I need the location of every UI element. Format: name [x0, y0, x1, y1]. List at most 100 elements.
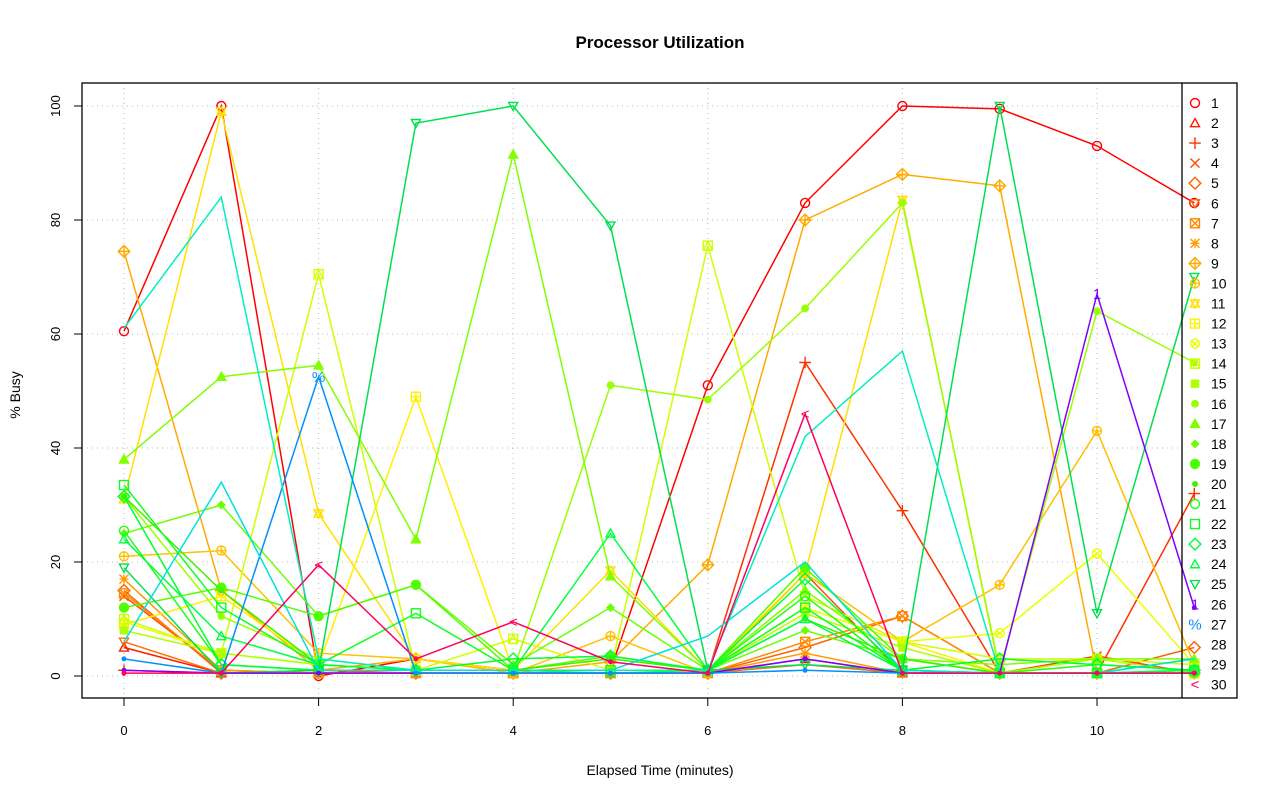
legend-label: 5	[1211, 175, 1219, 191]
data-point	[604, 566, 617, 577]
series-20	[120, 493, 1198, 677]
data-point	[1189, 97, 1201, 109]
data-point	[216, 546, 226, 556]
data-point	[119, 551, 129, 561]
data-point	[799, 591, 811, 602]
data-point	[119, 626, 129, 635]
series-line	[123, 173, 1195, 674]
data-point	[608, 670, 614, 676]
legend-label: 20	[1211, 476, 1227, 492]
legend-label: 16	[1211, 396, 1227, 412]
y-tick-label: 0	[48, 672, 63, 679]
data-point	[510, 670, 516, 676]
series-line	[123, 103, 1195, 677]
data-point	[1189, 137, 1201, 149]
data-point	[800, 625, 810, 635]
legend-label: 28	[1211, 636, 1227, 652]
legend-label: 2	[1211, 115, 1219, 131]
data-point	[216, 500, 226, 510]
series-line	[123, 484, 1195, 674]
legend-item: 1 26	[1191, 596, 1227, 613]
data-point	[897, 611, 908, 622]
data-point	[798, 572, 812, 586]
data-point	[1189, 417, 1201, 429]
data-point	[118, 641, 130, 652]
data-point	[117, 489, 131, 504]
data-point	[1188, 652, 1200, 664]
data-point	[118, 637, 130, 648]
data-point	[1190, 319, 1200, 329]
data-point	[1187, 663, 1202, 678]
data-point	[1189, 579, 1201, 591]
data-point	[799, 356, 811, 369]
series-22	[118, 479, 1200, 679]
legend-label: 15	[1211, 376, 1227, 392]
data-point	[119, 574, 129, 585]
data-point	[1191, 605, 1197, 611]
data-point	[1093, 549, 1101, 557]
legend-label: 18	[1211, 436, 1227, 452]
data-point	[216, 602, 227, 613]
legend-label: 29	[1211, 656, 1227, 672]
legend-label: 3	[1211, 135, 1219, 151]
data-point	[121, 656, 127, 662]
data-point	[995, 580, 1005, 590]
legend-item: 4	[1190, 155, 1219, 171]
legend-item: 9	[1188, 255, 1219, 271]
data-point	[1189, 357, 1201, 369]
data-point	[608, 659, 614, 665]
data-point	[1191, 399, 1199, 408]
data-point	[800, 648, 811, 659]
legend-item: 17	[1189, 416, 1227, 432]
data-point	[799, 602, 811, 613]
legend-item: 7	[1189, 215, 1219, 231]
data-point	[119, 588, 129, 599]
data-point	[996, 629, 1004, 637]
legend-item: 15	[1190, 376, 1227, 392]
data-point	[897, 610, 908, 622]
x-tick-label: 8	[899, 723, 906, 738]
data-point	[1189, 498, 1201, 510]
series-1	[118, 100, 1200, 682]
data-point	[413, 670, 419, 676]
legend-item: 11	[1189, 296, 1226, 312]
legend-item: 19	[1189, 456, 1227, 472]
data-point	[217, 649, 226, 658]
series-25	[118, 101, 1200, 680]
legend-item: 14	[1189, 356, 1227, 372]
data-point	[121, 670, 127, 676]
data-point	[118, 325, 130, 337]
data-point	[118, 453, 130, 464]
y-tick-label: 60	[48, 327, 63, 341]
data-point	[1092, 426, 1102, 436]
data-point-char: <	[509, 614, 518, 631]
data-point	[118, 533, 130, 544]
legend-item: 28	[1211, 636, 1227, 652]
legend-item: 24	[1189, 556, 1227, 572]
legend-label: 6	[1211, 195, 1219, 211]
data-point	[1093, 307, 1101, 316]
y-tick-label: 100	[48, 95, 63, 117]
legend-item: 3	[1189, 135, 1219, 151]
data-point	[316, 670, 322, 676]
data-point	[413, 656, 419, 662]
legend-label: 14	[1211, 356, 1227, 372]
data-point-char: <	[801, 406, 810, 423]
data-point	[604, 570, 617, 581]
data-point	[1189, 218, 1201, 229]
data-point	[604, 221, 617, 232]
x-axis-label: Elapsed Time (minutes)	[586, 762, 733, 778]
data-point	[118, 612, 130, 625]
data-point	[1188, 487, 1201, 500]
data-point	[410, 118, 422, 130]
legend-label: 9	[1211, 255, 1219, 271]
legend-item: 21	[1189, 496, 1227, 512]
data-point	[410, 608, 422, 619]
data-point	[799, 214, 811, 226]
data-point	[1189, 117, 1201, 128]
data-point	[702, 239, 714, 251]
data-point	[799, 613, 811, 624]
data-point	[801, 304, 809, 313]
plot-frame	[81, 82, 1238, 699]
data-point	[1091, 140, 1103, 152]
